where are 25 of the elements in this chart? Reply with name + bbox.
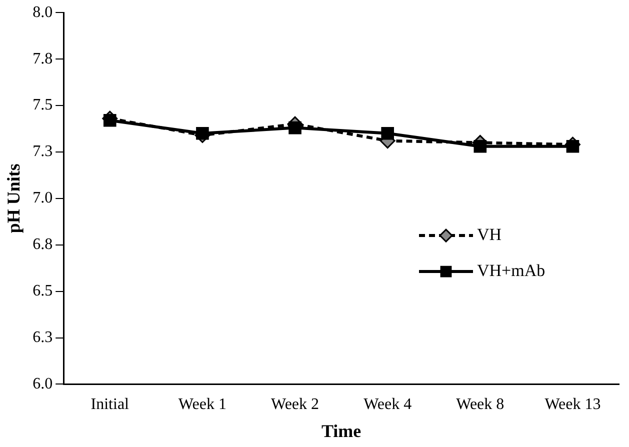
point <box>381 126 394 140</box>
point <box>474 140 487 153</box>
point <box>103 114 116 127</box>
y-tick-label: 7.0 <box>32 190 53 207</box>
y-tick-label: 7.3 <box>32 143 53 160</box>
y-axis-title: pH Units <box>3 164 24 234</box>
x-tick-label: Week 8 <box>456 396 504 414</box>
y-tick-label: 6.0 <box>32 375 53 392</box>
x-tick-label: Week 13 <box>544 396 601 414</box>
point <box>288 121 302 134</box>
legend-label: VH+mAb <box>477 261 546 280</box>
x-tick-label: Week 2 <box>271 396 320 414</box>
y-tick-label: 6.3 <box>32 328 53 346</box>
point <box>566 140 580 153</box>
y-tick-label: 6.5 <box>32 282 53 300</box>
x-tick-label: Initial <box>90 396 130 414</box>
x-tick-label: Week 1 <box>178 396 226 414</box>
x-tick-label: Week 4 <box>364 396 412 414</box>
y-tick-label: 7.8 <box>32 50 53 68</box>
x-axis-title: Time <box>321 420 362 441</box>
point <box>196 126 209 140</box>
y-tick-label: 6.8 <box>32 236 53 254</box>
y-tick-label: 7.5 <box>32 96 53 114</box>
y-tick-label: 8.0 <box>32 4 53 21</box>
legend-label: VH <box>477 225 502 244</box>
